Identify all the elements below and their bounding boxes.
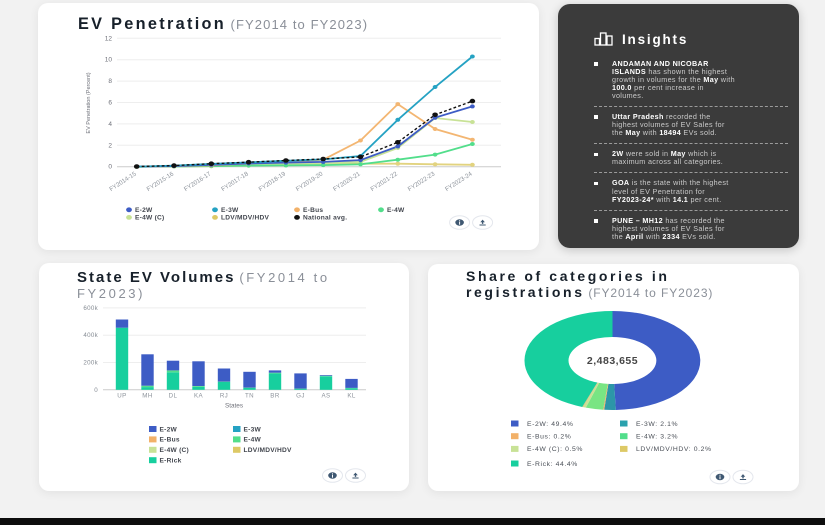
svg-text:LDV/MDV/HDV: LDV/MDV/HDV bbox=[244, 447, 293, 454]
svg-text:States: States bbox=[225, 402, 243, 409]
svg-text:EV Penetration (Percent): EV Penetration (Percent) bbox=[86, 72, 92, 133]
svg-text:FY2018-19: FY2018-19 bbox=[257, 170, 287, 193]
svg-text:E-3W: E-3W bbox=[221, 207, 239, 214]
svg-text:200k: 200k bbox=[83, 360, 98, 367]
svg-text:FY2017-18: FY2017-18 bbox=[220, 170, 250, 193]
svg-text:E-Bus: E-Bus bbox=[303, 207, 323, 214]
svg-text:E-4W: E-4W bbox=[244, 437, 262, 444]
svg-text:10: 10 bbox=[105, 57, 113, 64]
svg-text:UP: UP bbox=[117, 392, 126, 399]
svg-text:600k: 600k bbox=[83, 305, 98, 312]
svg-text:0: 0 bbox=[94, 387, 98, 394]
svg-text:2: 2 bbox=[108, 142, 112, 149]
svg-text:KA: KA bbox=[194, 392, 204, 399]
svg-text:BR: BR bbox=[270, 392, 280, 399]
svg-text:0: 0 bbox=[108, 164, 112, 171]
svg-text:LDV/MDV/HDV: LDV/MDV/HDV bbox=[221, 215, 270, 222]
svg-text:RJ: RJ bbox=[220, 392, 228, 399]
svg-text:E-2W: E-2W bbox=[160, 426, 178, 433]
svg-text:4: 4 bbox=[108, 121, 112, 128]
svg-text:FY2016-17: FY2016-17 bbox=[183, 170, 213, 193]
svg-text:DL: DL bbox=[169, 392, 178, 399]
svg-text:GJ: GJ bbox=[296, 392, 305, 399]
svg-text:E-4W: 3.2%: E-4W: 3.2% bbox=[636, 434, 678, 441]
svg-text:E-3W: 2.1%: E-3W: 2.1% bbox=[636, 421, 678, 428]
svg-text:National avg.: National avg. bbox=[303, 215, 347, 222]
svg-text:E-4W (C): 0.5%: E-4W (C): 0.5% bbox=[527, 446, 583, 453]
svg-text:E-Bus: 0.2%: E-Bus: 0.2% bbox=[527, 434, 571, 441]
svg-text:FY2021-22: FY2021-22 bbox=[369, 170, 399, 193]
svg-text:E-4W: E-4W bbox=[387, 207, 405, 214]
svg-text:6: 6 bbox=[108, 100, 112, 107]
svg-text:400k: 400k bbox=[83, 332, 98, 339]
svg-text:AS: AS bbox=[321, 392, 330, 399]
svg-text:E-2W: E-2W bbox=[135, 207, 153, 214]
svg-text:LDV/MDV/HDV: 0.2%: LDV/MDV/HDV: 0.2% bbox=[636, 446, 712, 453]
svg-text:E-4W (C): E-4W (C) bbox=[135, 215, 164, 222]
svg-text:12: 12 bbox=[105, 35, 113, 42]
svg-text:FY2020-21: FY2020-21 bbox=[332, 170, 362, 193]
svg-text:E-2W: 49.4%: E-2W: 49.4% bbox=[527, 421, 574, 428]
svg-text:E-3W: E-3W bbox=[244, 426, 262, 433]
svg-text:FY2019-20: FY2019-20 bbox=[295, 170, 325, 193]
svg-text:MH: MH bbox=[142, 392, 152, 399]
svg-text:2,483,655: 2,483,655 bbox=[587, 355, 638, 367]
svg-text:E-4W (C): E-4W (C) bbox=[160, 447, 189, 454]
svg-text:FY2015-16: FY2015-16 bbox=[146, 170, 176, 193]
svg-text:FY2014-15: FY2014-15 bbox=[108, 170, 138, 193]
svg-text:TN: TN bbox=[245, 392, 254, 399]
svg-text:E-Bus: E-Bus bbox=[160, 437, 180, 444]
svg-text:8: 8 bbox=[108, 78, 112, 85]
svg-text:KL: KL bbox=[347, 392, 356, 399]
svg-text:E-Rick: E-Rick bbox=[160, 458, 182, 465]
svg-text:FY2023-24: FY2023-24 bbox=[444, 170, 474, 193]
svg-text:FY2022-23: FY2022-23 bbox=[407, 170, 437, 193]
svg-text:E-Rick: 44.4%: E-Rick: 44.4% bbox=[527, 461, 578, 468]
